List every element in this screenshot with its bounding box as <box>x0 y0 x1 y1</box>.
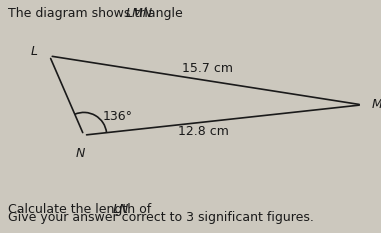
Text: The diagram shows triangle: The diagram shows triangle <box>8 7 186 20</box>
Text: 15.7 cm: 15.7 cm <box>182 62 233 75</box>
Text: N: N <box>75 147 85 160</box>
Text: Give your answer correct to 3 significant figures.: Give your answer correct to 3 significan… <box>8 211 314 224</box>
Text: LMN: LMN <box>126 7 153 20</box>
Text: LN: LN <box>113 203 129 216</box>
Text: Calculate the length of: Calculate the length of <box>8 203 155 216</box>
Text: L: L <box>31 45 38 58</box>
Text: 12.8 cm: 12.8 cm <box>178 125 229 138</box>
Text: 136°: 136° <box>103 110 133 123</box>
Text: M: M <box>372 98 381 111</box>
